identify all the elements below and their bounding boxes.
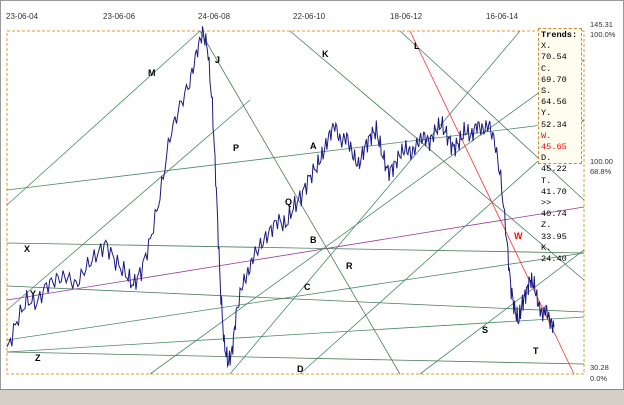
trend-label-j: J <box>215 55 220 65</box>
trend-label-p: P <box>233 143 239 153</box>
legend-item: T. 41.70 <box>541 175 567 197</box>
trend-label-r: R <box>346 261 353 271</box>
trend-line-y <box>6 99 251 311</box>
trend-line-x <box>6 242 585 254</box>
legend-item: S. 64.56 <box>541 86 567 108</box>
trend-label-a: A <box>310 141 317 151</box>
legend-item: W. 45.65 <box>541 130 567 153</box>
legend-item: Z. 33.95 <box>541 220 567 242</box>
trend-label-z: Z <box>35 353 41 363</box>
legend-item: K. 24.40 <box>541 242 567 265</box>
trend-line-m <box>6 30 201 206</box>
legend-item: C. 69.70 <box>541 63 567 85</box>
x-tick-label: 24-06-08 <box>198 12 231 21</box>
trend-label-s: S <box>482 325 488 335</box>
y-axis-pct-label: 0.0% <box>590 374 607 383</box>
trend-line-k <box>289 30 585 281</box>
price-series-line <box>6 26 555 369</box>
x-tick-label: 23-06-04 <box>6 12 39 21</box>
trend-label-b: B <box>310 235 317 245</box>
trend-line-w <box>409 30 575 375</box>
trend-label-w: W <box>514 231 523 241</box>
x-tick-label: 18-06-12 <box>390 12 423 21</box>
trend-line-b <box>6 206 585 301</box>
y-axis-pct-label: 100.0% <box>590 30 616 39</box>
trends-legend: Trends: X. 70.54 C. 69.70 S. 64.56 Y. 52… <box>538 28 582 264</box>
trend-label-d: D <box>297 364 304 374</box>
trend-line-r <box>149 59 585 375</box>
trend-line-j <box>199 30 401 375</box>
x-tick-label: 16-06-14 <box>486 12 519 21</box>
trend-label-x: X <box>24 244 30 254</box>
legend-item: X. 70.54 <box>541 41 567 63</box>
x-tick-label: 23-06-06 <box>103 12 136 21</box>
y-axis-value-label: 30.28 <box>590 363 609 372</box>
y-axis-value-label: 145.31 <box>590 20 613 29</box>
trend-line-t <box>419 249 585 375</box>
legend-item: >> 40.74 <box>541 198 567 220</box>
trend-line-cc <box>6 285 585 313</box>
y-axis-value-label: 100.00 <box>590 157 613 166</box>
trend-label-t: T <box>533 346 539 356</box>
trend-line-a <box>6 119 585 191</box>
trend-label-q: Q <box>285 197 292 207</box>
trend-line-l <box>399 30 585 201</box>
legend-item: D. 45.22 <box>541 153 567 175</box>
y-axis-pct-label: 68.8% <box>590 167 612 176</box>
legend-item: Y. 52.34 <box>541 108 567 130</box>
x-tick-label: 22-06-10 <box>293 12 326 21</box>
trend-label-m: M <box>148 68 156 78</box>
trend-label-c: C <box>304 282 311 292</box>
trend-label-l: L <box>414 41 420 51</box>
trend-line-p <box>229 30 521 375</box>
legend-title: Trends: <box>541 30 578 40</box>
trend-line-s <box>6 316 585 353</box>
status-bar <box>0 389 624 405</box>
trend-line-z <box>6 351 585 365</box>
trend-line-q <box>299 119 585 375</box>
trend-label-k: K <box>322 49 329 59</box>
